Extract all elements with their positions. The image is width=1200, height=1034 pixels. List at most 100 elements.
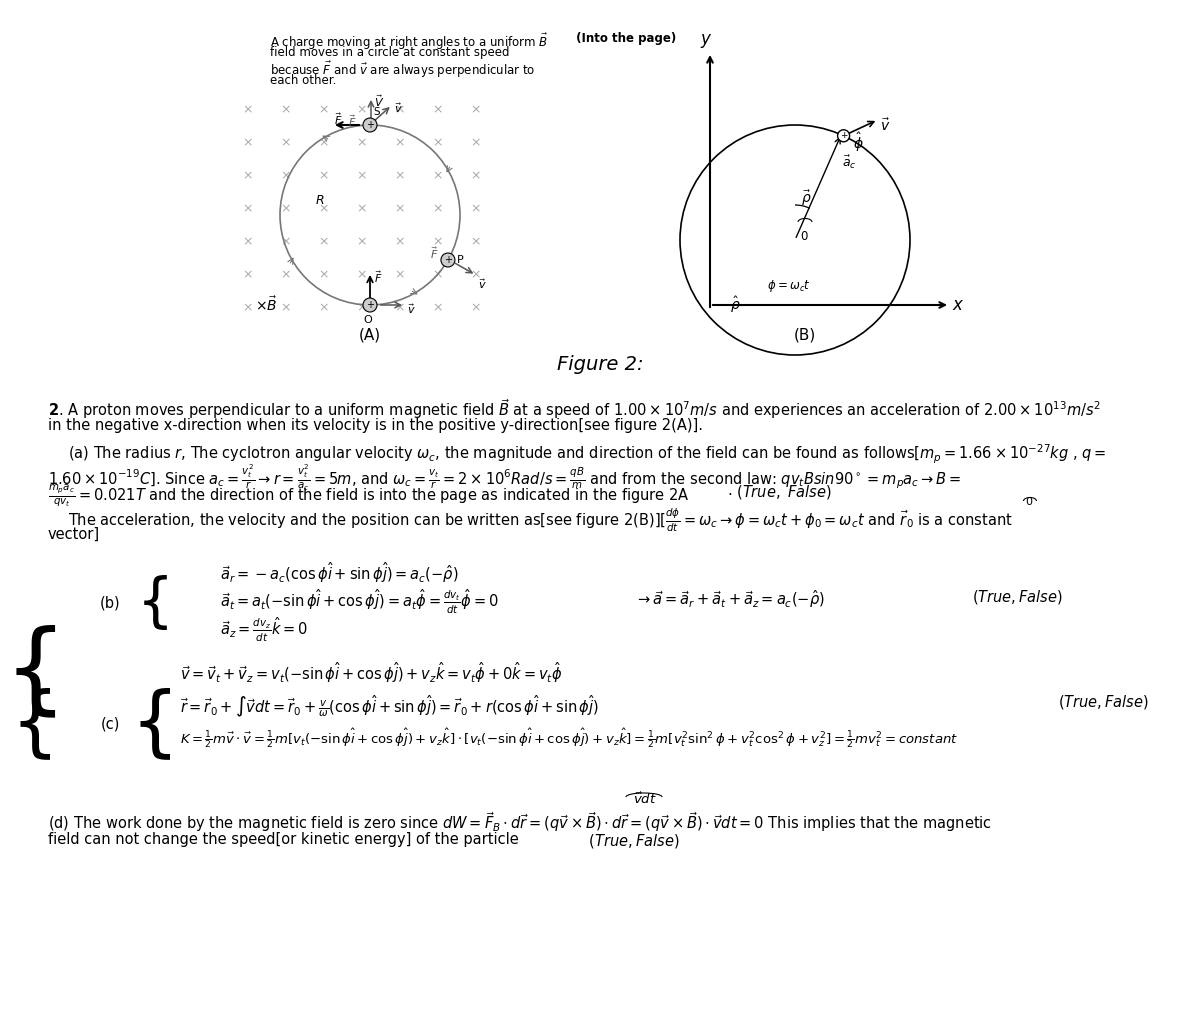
Text: ×: × [356, 170, 367, 182]
Text: ×: × [242, 302, 253, 314]
Text: $\times\vec{B}$: $\times\vec{B}$ [256, 295, 277, 313]
Text: ×: × [356, 136, 367, 150]
Text: (a) The radius $r$, The cyclotron angular velocity $\omega_c$, the magnitude and: (a) The radius $r$, The cyclotron angula… [68, 443, 1106, 466]
Text: S: S [373, 107, 379, 117]
Text: ×: × [319, 269, 329, 281]
Circle shape [364, 298, 377, 312]
Text: ×: × [395, 136, 406, 150]
Text: (d) The work done by the magnetic field is zero since $dW = \vec{F}_B \cdot d\ve: (d) The work done by the magnetic field … [48, 810, 992, 833]
Text: x: x [952, 296, 962, 314]
Text: $\vec{V}$: $\vec{V}$ [374, 93, 384, 109]
Text: (B): (B) [794, 328, 816, 343]
Text: ×: × [242, 136, 253, 150]
Text: $\vec{v}$: $\vec{v}$ [478, 277, 487, 291]
Text: {: { [131, 687, 179, 761]
Text: vector]: vector] [48, 527, 100, 542]
Text: .: . [727, 483, 732, 498]
Text: {: { [4, 624, 67, 721]
Text: ×: × [470, 269, 481, 281]
Text: ×: × [319, 136, 329, 150]
Text: because $\vec{F}$ and $\vec{v}$ are always perpendicular to: because $\vec{F}$ and $\vec{v}$ are alwa… [270, 60, 535, 80]
Text: ×: × [470, 203, 481, 215]
Text: ×: × [433, 170, 443, 182]
Circle shape [838, 130, 850, 142]
Text: Figure 2:: Figure 2: [557, 355, 643, 374]
Text: ×: × [395, 302, 406, 314]
Text: ×: × [281, 269, 292, 281]
Text: ×: × [433, 103, 443, 117]
Text: (A): (A) [359, 328, 382, 343]
Text: ×: × [470, 136, 481, 150]
Text: in the negative x-direction when its velocity is in the positive y-direction[see: in the negative x-direction when its vel… [48, 418, 703, 433]
Text: ×: × [433, 203, 443, 215]
Text: $\vec{v}$: $\vec{v}$ [394, 101, 403, 115]
Text: The acceleration, the velocity and the position can be written as[see figure 2(B: The acceleration, the velocity and the p… [68, 507, 1013, 535]
Text: $(True, False)$: $(True, False)$ [570, 832, 679, 850]
Text: ×: × [356, 103, 367, 117]
Text: $\vec{F}$: $\vec{F}$ [348, 113, 356, 128]
Text: +: + [840, 131, 847, 141]
Text: $\vec{a}_z = \frac{dv_z}{dt}\hat{k} = 0$: $\vec{a}_z = \frac{dv_z}{dt}\hat{k} = 0$ [220, 616, 308, 644]
Text: (Into the page): (Into the page) [572, 32, 677, 45]
Text: +: + [444, 255, 452, 265]
Text: A charge moving at right angles to a uniform $\vec{B}$: A charge moving at right angles to a uni… [270, 32, 548, 52]
Text: $\hat{\phi}$: $\hat{\phi}$ [853, 130, 863, 154]
Text: ×: × [319, 203, 329, 215]
Text: ×: × [319, 170, 329, 182]
Text: $\frac{m_pa_c}{qv_t} = 0.021T$ and the direction of the field is into the page a: $\frac{m_pa_c}{qv_t} = 0.021T$ and the d… [48, 483, 690, 510]
Text: ×: × [281, 236, 292, 248]
Text: field moves in a circle at constant speed: field moves in a circle at constant spee… [270, 45, 510, 59]
Text: ×: × [395, 269, 406, 281]
Text: $\vec{F}$: $\vec{F}$ [334, 112, 342, 127]
Text: O: O [364, 315, 372, 325]
Circle shape [364, 118, 377, 132]
Text: ×: × [281, 170, 292, 182]
Text: field can not change the speed[or kinetic energy] of the particle: field can not change the speed[or kineti… [48, 832, 518, 847]
Text: $\vec{\rho}$: $\vec{\rho}$ [802, 188, 812, 208]
Text: ×: × [395, 103, 406, 117]
Text: P: P [457, 255, 463, 265]
Text: ×: × [395, 170, 406, 182]
Text: $\vec{a}_t = a_t(-\sin\phi\hat{i} + \cos\phi\hat{j}) = a_t\hat{\phi} = \frac{dv_: $\vec{a}_t = a_t(-\sin\phi\hat{i} + \cos… [220, 588, 499, 616]
Text: ×: × [242, 170, 253, 182]
Circle shape [440, 253, 455, 267]
Text: +: + [366, 120, 374, 130]
Text: $\vec{F}$: $\vec{F}$ [374, 269, 383, 284]
Text: $\hat{\rho}$: $\hat{\rho}$ [730, 295, 740, 315]
Text: ×: × [319, 103, 329, 117]
Text: $(True, False)$: $(True, False)$ [1058, 693, 1148, 711]
Text: ×: × [242, 269, 253, 281]
Text: each other.: each other. [270, 74, 336, 87]
Text: $\vec{F}$: $\vec{F}$ [430, 245, 438, 261]
Text: ×: × [281, 103, 292, 117]
Text: ×: × [433, 136, 443, 150]
Text: $(True, False)$: $(True, False)$ [972, 588, 1063, 606]
Text: $\vec{v} = \vec{v}_t + \vec{v}_z = v_t(-\sin\phi\hat{i} + \cos\phi\hat{j}) + v_z: $\vec{v} = \vec{v}_t + \vec{v}_z = v_t(-… [180, 660, 563, 685]
Text: ×: × [356, 236, 367, 248]
Text: ×: × [281, 136, 292, 150]
Text: ×: × [319, 236, 329, 248]
Text: ×: × [242, 203, 253, 215]
Text: 0: 0 [800, 230, 808, 243]
Text: ×: × [470, 170, 481, 182]
Text: $\mathbf{2}$. A proton moves perpendicular to a uniform magnetic field $\vec{B}$: $\mathbf{2}$. A proton moves perpendicul… [48, 397, 1100, 421]
Text: ×: × [356, 203, 367, 215]
Text: ×: × [470, 302, 481, 314]
Text: $1.60\times10^{-19}C]$. Since $a_c = \frac{v_t^2}{r} \rightarrow r = \frac{v_t^2: $1.60\times10^{-19}C]$. Since $a_c = \fr… [48, 463, 961, 493]
Text: $\vec{a}_r = -a_c(\cos\phi\hat{i} + \sin\phi\hat{j}) = a_c(-\hat{\rho})$: $\vec{a}_r = -a_c(\cos\phi\hat{i} + \sin… [220, 560, 458, 585]
Text: +: + [366, 300, 374, 310]
Text: $\vec{v}$: $\vec{v}$ [880, 118, 890, 134]
Text: $(True,\ False)$: $(True,\ False)$ [727, 483, 832, 501]
Text: ×: × [433, 302, 443, 314]
Text: ×: × [319, 302, 329, 314]
Text: (b): (b) [100, 596, 120, 610]
Text: ×: × [470, 236, 481, 248]
Text: $\phi{=}\omega_c t$: $\phi{=}\omega_c t$ [767, 278, 811, 294]
Text: 0: 0 [1025, 497, 1032, 507]
Text: ×: × [356, 269, 367, 281]
Text: ×: × [395, 203, 406, 215]
Text: $K = \frac{1}{2}m\vec{v}\cdot\vec{v} = \frac{1}{2}m[v_t(-\sin\phi\hat{i} + \cos\: $K = \frac{1}{2}m\vec{v}\cdot\vec{v} = \… [180, 726, 959, 750]
Text: ×: × [281, 302, 292, 314]
Text: $\rightarrow \vec{a} = \vec{a}_r + \vec{a}_t + \vec{a}_z = a_c(-\hat{\rho})$: $\rightarrow \vec{a} = \vec{a}_r + \vec{… [635, 588, 824, 610]
Text: $\vec{v}$: $\vec{v}$ [407, 302, 415, 315]
